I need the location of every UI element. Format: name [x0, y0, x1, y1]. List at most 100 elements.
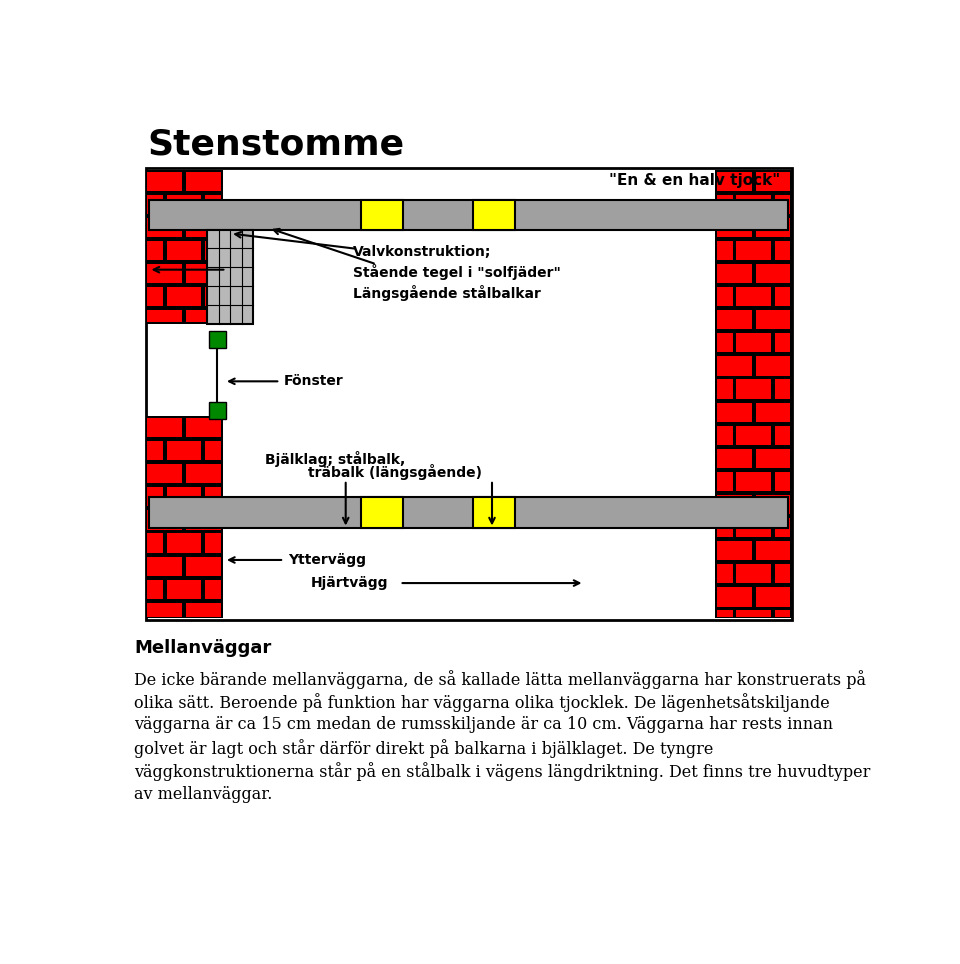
Text: av mellanväggar.: av mellanväggar. — [134, 786, 273, 803]
Text: golvet är lagt och står därför direkt på balkarna i bjälklaget. De tyngre: golvet är lagt och står därför direkt på… — [134, 739, 713, 759]
Bar — [205, 241, 221, 260]
Bar — [775, 334, 790, 353]
Bar — [148, 418, 182, 437]
Bar — [775, 518, 790, 537]
Bar — [186, 556, 221, 576]
Bar — [717, 264, 752, 283]
Bar — [167, 579, 202, 599]
Bar — [167, 195, 202, 214]
Bar — [736, 518, 771, 537]
Bar — [148, 510, 182, 529]
Bar — [775, 195, 790, 214]
Bar — [775, 610, 790, 617]
Bar — [756, 448, 790, 468]
Bar — [150, 201, 788, 229]
Bar — [186, 172, 221, 191]
Bar — [205, 533, 221, 552]
Bar — [717, 471, 732, 491]
Text: Yttervägg: Yttervägg — [288, 553, 366, 567]
Bar — [736, 287, 771, 307]
Bar — [146, 416, 223, 619]
Bar — [208, 402, 226, 419]
Bar — [148, 241, 163, 260]
Bar — [717, 380, 732, 399]
Bar — [736, 334, 771, 353]
Bar — [756, 264, 790, 283]
Bar — [717, 495, 752, 514]
Bar — [148, 441, 163, 460]
Bar — [146, 170, 223, 324]
Bar — [717, 218, 752, 237]
Text: Stenstomme: Stenstomme — [147, 127, 404, 161]
Bar — [208, 332, 226, 348]
Bar — [756, 218, 790, 237]
Bar — [717, 287, 732, 307]
Bar — [756, 541, 790, 560]
Bar — [186, 510, 221, 529]
Bar — [775, 241, 790, 260]
Bar — [167, 287, 202, 307]
Bar — [148, 287, 163, 307]
Text: Valvkonstruktion;
Stående tegel i "solfjäder"
Längsgående stålbalkar: Valvkonstruktion; Stående tegel i "solfj… — [353, 245, 562, 302]
Text: Hjärtvägg: Hjärtvägg — [311, 576, 389, 590]
Bar — [148, 487, 163, 506]
Bar — [186, 218, 221, 237]
Bar — [186, 464, 221, 483]
Bar — [717, 610, 732, 617]
Bar — [736, 564, 771, 583]
Bar — [148, 218, 182, 237]
Bar — [148, 310, 182, 322]
Bar — [186, 418, 221, 437]
Bar — [148, 533, 163, 552]
Bar — [756, 403, 790, 422]
Bar — [717, 448, 752, 468]
Bar — [186, 602, 221, 617]
Bar — [717, 172, 752, 191]
Bar — [717, 403, 752, 422]
Bar — [756, 172, 790, 191]
Bar — [717, 334, 732, 353]
Bar — [148, 602, 182, 617]
Bar — [150, 496, 788, 527]
Bar — [775, 471, 790, 491]
Bar — [717, 357, 752, 376]
Bar — [167, 487, 202, 506]
Bar — [717, 564, 732, 583]
Bar — [715, 170, 792, 619]
Bar — [756, 495, 790, 514]
Bar — [775, 380, 790, 399]
Bar — [205, 195, 221, 214]
Bar — [207, 229, 253, 324]
Text: väggarna är ca 15 cm medan de rumsskiljande är ca 10 cm. Väggarna har rests inna: väggarna är ca 15 cm medan de rumsskilja… — [134, 716, 833, 734]
Bar — [205, 287, 221, 307]
Text: Fönster: Fönster — [284, 374, 344, 388]
Bar — [472, 496, 516, 527]
Bar — [775, 287, 790, 307]
Bar — [146, 168, 792, 620]
Bar — [717, 518, 732, 537]
Bar — [167, 441, 202, 460]
Text: olika sätt. Beroende på funktion har väggarna olika tjocklek. De lägenhetsåtskil: olika sätt. Beroende på funktion har väg… — [134, 693, 829, 712]
Bar — [205, 441, 221, 460]
Bar — [756, 310, 790, 330]
Bar — [756, 357, 790, 376]
Bar — [186, 264, 221, 283]
Bar — [717, 241, 732, 260]
Text: träbalk (längsgående): träbalk (längsgående) — [269, 465, 482, 480]
Bar — [205, 579, 221, 599]
Bar — [775, 564, 790, 583]
Bar — [736, 195, 771, 214]
Text: Bjälklag; stålbalk,: Bjälklag; stålbalk, — [265, 450, 405, 467]
Bar — [472, 201, 516, 229]
Text: "En & en halv tjock": "En & en halv tjock" — [610, 174, 780, 188]
Bar — [167, 241, 202, 260]
Bar — [717, 541, 752, 560]
Bar — [361, 496, 403, 527]
Bar — [148, 195, 163, 214]
Bar — [167, 533, 202, 552]
Bar — [717, 310, 752, 330]
Bar — [736, 425, 771, 444]
Bar — [756, 587, 790, 606]
Bar — [775, 425, 790, 444]
Bar — [717, 425, 732, 444]
